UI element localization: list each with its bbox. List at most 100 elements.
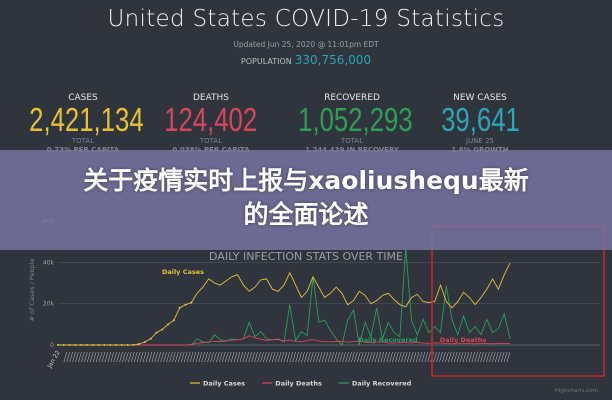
x-tick-mark	[230, 351, 235, 363]
data-point	[167, 323, 170, 326]
x-tick-mark	[324, 351, 329, 363]
x-tick-mark	[462, 351, 467, 363]
data-point	[74, 344, 77, 346]
x-tick-mark	[195, 351, 200, 363]
data-point	[109, 344, 112, 346]
x-tick-mark	[489, 351, 493, 363]
data-point	[190, 301, 193, 304]
series-annotation: Daily Cases	[162, 268, 204, 276]
x-tick-mark	[465, 351, 470, 363]
x-tick-mark	[345, 351, 349, 363]
x-tick-mark	[89, 351, 94, 363]
x-tick-mark	[134, 351, 138, 363]
x-tick-mark	[301, 351, 305, 363]
x-tick-mark	[357, 351, 361, 363]
x-tick-mark	[495, 351, 499, 363]
x-tick-mark	[427, 351, 431, 363]
data-point	[85, 344, 88, 346]
x-tick-mark	[263, 351, 267, 363]
x-tick-mark	[224, 351, 229, 363]
x-tick-mark	[412, 351, 417, 363]
x-tick-mark	[360, 351, 364, 363]
x-tick-mark	[101, 351, 106, 363]
x-tick-mark	[280, 351, 285, 363]
x-tick-mark	[421, 351, 426, 363]
x-tick-mark	[148, 351, 153, 363]
stat-value: 39,641	[440, 101, 520, 138]
stat-sub: JUNE 25	[466, 137, 494, 145]
x-tick-mark	[254, 351, 258, 363]
data-point	[97, 344, 100, 346]
x-tick-mark	[213, 351, 217, 363]
x-tick-mark	[374, 351, 379, 363]
x-tick-mark	[110, 351, 115, 363]
legend-item[interactable]: Daily Recovered	[352, 380, 412, 388]
headline-overlay	[0, 150, 612, 250]
x-tick-mark	[222, 351, 226, 363]
stat-value: 2,421,134	[29, 101, 144, 138]
data-point	[155, 331, 158, 334]
x-tick-mark	[183, 351, 188, 363]
x-tick-mark	[406, 351, 411, 363]
x-tick-mark	[216, 351, 220, 363]
x-tick-mark	[122, 351, 126, 363]
data-point	[120, 344, 123, 346]
data-point	[178, 306, 181, 309]
x-tick-mark	[87, 351, 91, 363]
x-tick-mark	[192, 351, 197, 363]
x-tick-mark	[433, 351, 437, 363]
legend-item[interactable]: Daily Deaths	[275, 380, 322, 388]
x-tick-mark	[392, 351, 396, 363]
x-tick-mark	[468, 351, 473, 363]
x-tick-mark	[348, 351, 352, 363]
x-tick-mark	[163, 351, 167, 363]
x-tick-mark	[198, 351, 203, 363]
stat-label: DEATHS	[192, 93, 230, 103]
chart-title: DAILY INFECTION STATS OVER TIME	[209, 250, 403, 263]
x-tick-mark	[66, 351, 70, 363]
x-tick-mark	[318, 351, 323, 363]
x-tick-mark	[245, 351, 250, 363]
x-tick-mark	[497, 351, 502, 363]
x-tick-mark	[169, 351, 173, 363]
x-tick-mark	[295, 351, 299, 363]
x-tick-mark	[78, 351, 82, 363]
data-point	[57, 344, 59, 346]
x-tick-mark	[178, 351, 182, 363]
legend-item[interactable]: Daily Cases	[203, 380, 245, 388]
x-tick-mark	[175, 351, 179, 363]
x-tick-mark	[260, 351, 264, 363]
x-tick-mark	[233, 351, 238, 363]
y-tick-label: 40k	[43, 259, 55, 266]
x-tick-mark	[459, 351, 464, 363]
x-tick-mark	[242, 351, 247, 363]
x-tick-mark	[368, 351, 373, 363]
chart-credit[interactable]: Highcharts.com	[554, 388, 598, 394]
x-tick-mark	[377, 351, 382, 363]
x-tick-mark	[107, 351, 112, 363]
headline-line2: 的全面论述	[243, 200, 369, 229]
page-title: United States COVID-19 Statistics	[107, 6, 505, 32]
x-tick-mark	[139, 351, 144, 363]
x-tick-mark	[304, 351, 308, 363]
x-tick-mark	[386, 351, 390, 363]
x-tick-mark	[277, 351, 282, 363]
x-tick-mark	[131, 351, 135, 363]
x-tick-mark	[142, 351, 147, 363]
x-tick-mark	[401, 351, 405, 363]
x-tick-mark	[186, 351, 191, 363]
x-tick-mark	[480, 351, 484, 363]
x-tick-mark	[84, 351, 88, 363]
stat-value: 1,052,293	[298, 101, 413, 138]
series-line-daily-cases	[58, 262, 511, 346]
x-tick-mark	[257, 351, 261, 363]
x-tick-mark	[336, 351, 341, 363]
x-tick-mark	[415, 351, 420, 363]
x-tick-mark	[448, 351, 452, 363]
y-tick-label: 20k	[43, 301, 55, 308]
x-tick-mark	[330, 351, 335, 363]
x-tick-mark	[189, 351, 194, 363]
x-tick-mark	[116, 351, 120, 363]
x-tick-mark	[145, 351, 150, 363]
data-point	[91, 344, 94, 346]
